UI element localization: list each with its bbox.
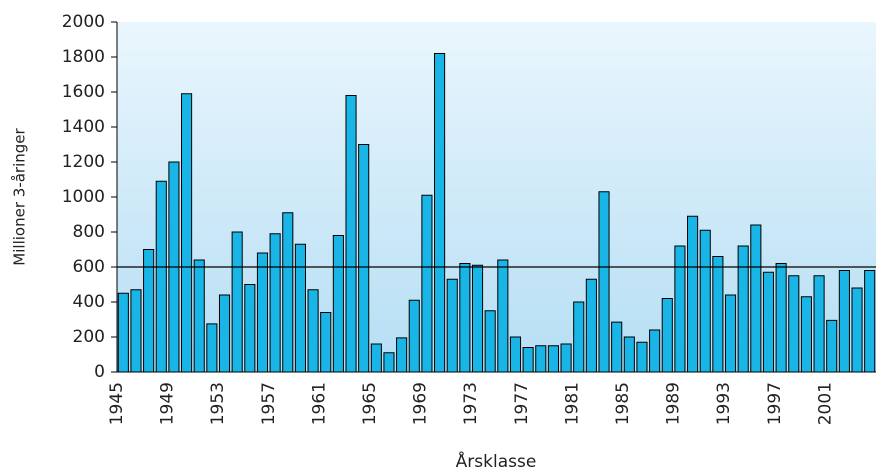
bar: [446, 278, 458, 373]
x-tick-label: 1949: [158, 382, 178, 425]
bar: [636, 341, 648, 373]
bar: [800, 296, 812, 373]
bar: [813, 275, 825, 373]
bar: [560, 343, 572, 373]
bar: [611, 321, 623, 373]
y-tick-label: 1800: [62, 47, 105, 67]
bar: [256, 252, 269, 373]
x-tick-label: 1969: [411, 382, 431, 425]
y-tick-label: 1200: [62, 152, 105, 172]
bar: [408, 299, 420, 373]
bar: [332, 235, 344, 373]
x-tick-label: 1985: [613, 382, 633, 425]
x-tick-label: 1981: [562, 382, 582, 425]
bar: [674, 245, 686, 373]
x-tick-label: 1957: [259, 382, 279, 425]
bar: [737, 245, 749, 373]
x-tick-label: 1973: [461, 382, 481, 425]
bar: [762, 271, 775, 373]
bar: [522, 347, 534, 373]
x-tick-label: 1965: [360, 382, 380, 425]
bar: [307, 289, 319, 373]
bar: [143, 249, 155, 373]
y-tick-label: 1000: [62, 187, 105, 207]
bar: [547, 345, 559, 373]
plot-area: [117, 22, 876, 372]
bar: [661, 298, 673, 373]
x-tick-label: 1953: [208, 382, 228, 425]
bar: [497, 259, 509, 373]
bar: [699, 229, 711, 373]
bar: [345, 95, 357, 373]
bar: [598, 191, 610, 373]
bar: [851, 287, 863, 373]
bar: [130, 289, 142, 373]
bar: [396, 337, 408, 373]
bar: [181, 93, 193, 373]
y-tick-label: 2000: [62, 12, 105, 32]
bar: [535, 345, 547, 373]
y-tick-label: 200: [73, 327, 105, 347]
bar: [471, 264, 484, 373]
x-tick-label: 2001: [815, 382, 835, 425]
bar: [750, 224, 762, 373]
bar: [826, 319, 838, 373]
bar: [459, 263, 471, 373]
bar: [383, 352, 395, 373]
bar: [623, 336, 635, 373]
bar: [218, 294, 231, 373]
y-tick-label: 1400: [62, 117, 105, 137]
x-tick-label: 1977: [512, 382, 532, 425]
bar: [484, 310, 496, 373]
bar: [244, 284, 256, 373]
bar: [687, 215, 699, 373]
bar: [269, 233, 281, 373]
bar: [421, 194, 433, 373]
bar: [864, 270, 876, 373]
bar: [724, 294, 737, 373]
bar: [370, 343, 382, 373]
bar: [573, 301, 585, 373]
bar: [282, 212, 294, 373]
bar: [434, 53, 446, 373]
bar: [509, 336, 522, 373]
y-axis-label: Millioner 3-åringer: [11, 127, 29, 265]
x-tick-label: 1961: [309, 382, 329, 425]
bar: [585, 278, 597, 373]
bar: [838, 270, 850, 373]
x-tick-label: 1997: [765, 382, 785, 425]
x-axis-label: Årsklasse: [456, 450, 537, 471]
bar: [193, 259, 205, 373]
x-tick-label: 1993: [714, 382, 734, 425]
x-tick-label: 1945: [107, 382, 127, 425]
y-tick-label: 0: [94, 362, 105, 382]
bar: [294, 243, 306, 373]
bar: [788, 275, 800, 373]
bar: [649, 329, 661, 373]
bar: [320, 312, 332, 373]
y-tick-label: 1600: [62, 82, 105, 102]
bar: [117, 292, 129, 373]
bar: [206, 323, 218, 373]
bar: [358, 144, 370, 373]
bar: [231, 231, 243, 373]
y-tick-label: 800: [73, 222, 105, 242]
x-tick-label: 1989: [664, 382, 684, 425]
bar: [712, 256, 724, 373]
bar: [155, 180, 167, 373]
y-tick-label: 600: [73, 257, 105, 277]
bar: [775, 263, 787, 373]
y-tick-label: 400: [73, 292, 105, 312]
